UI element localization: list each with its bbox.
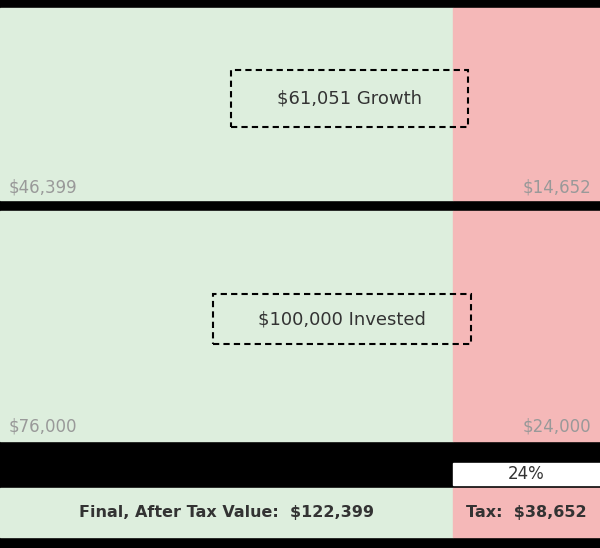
Bar [0,488,453,537]
Text: $61,051 Growth: $61,051 Growth [277,89,422,107]
Text: Tax:  $38,652: Tax: $38,652 [466,505,587,520]
Bar [453,463,600,485]
Text: $46,399: $46,399 [9,179,77,197]
Text: $14,652: $14,652 [522,179,591,197]
Text: $100,000 Invested: $100,000 Invested [258,310,426,328]
Bar [453,488,600,537]
Text: 24%: 24% [508,465,545,483]
Text: $24,000: $24,000 [523,417,591,435]
Bar [0,211,453,441]
Bar [453,8,600,200]
Text: Final, After Tax Value:  $122,399: Final, After Tax Value: $122,399 [79,505,374,520]
Text: $76,000: $76,000 [9,417,77,435]
Bar [453,211,600,441]
Bar [0,8,453,200]
